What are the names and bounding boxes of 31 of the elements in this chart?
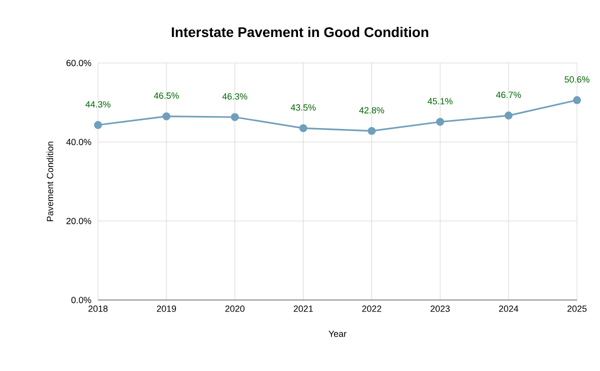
data-label: 50.6%: [564, 76, 590, 83]
y-tick-label: 20.0%: [66, 218, 92, 224]
point: [230, 113, 239, 122]
point: [573, 96, 581, 104]
y-tick-label: 40.0%: [66, 138, 92, 146]
data-label: 44.3%: [85, 101, 110, 108]
chart-title: Interstate Pavement in Good Condition: [172, 26, 428, 38]
x-tick-label: 2021: [294, 306, 313, 312]
x-tick-label: 2023: [430, 306, 450, 312]
point: [162, 112, 170, 120]
data-label: 45.1%: [428, 98, 453, 104]
point: [504, 112, 513, 120]
x-tick-label: 2025: [567, 306, 587, 312]
data-label: 46.5%: [154, 92, 179, 99]
y-tick-label: 0.0%: [71, 296, 92, 304]
x-tick-label: 2020: [225, 306, 244, 312]
x-tick-label: 2022: [362, 306, 382, 312]
y-axis-title: Pavement Condition: [46, 142, 54, 222]
point: [94, 121, 102, 130]
point: [299, 124, 308, 132]
data-label: 46.3%: [222, 93, 248, 100]
x-tick-label: 2019: [156, 306, 176, 312]
y-tick-label: 60.0%: [66, 60, 92, 66]
point: [436, 118, 444, 126]
data-label: 42.8%: [359, 107, 384, 114]
point: [368, 126, 376, 135]
data-label: 43.5%: [290, 104, 316, 111]
data-label: 46.7%: [496, 92, 521, 98]
x-tick-label: 2024: [499, 306, 518, 312]
x-axis-title: Year: [328, 330, 346, 337]
x-tick-label: 2018: [88, 306, 108, 312]
